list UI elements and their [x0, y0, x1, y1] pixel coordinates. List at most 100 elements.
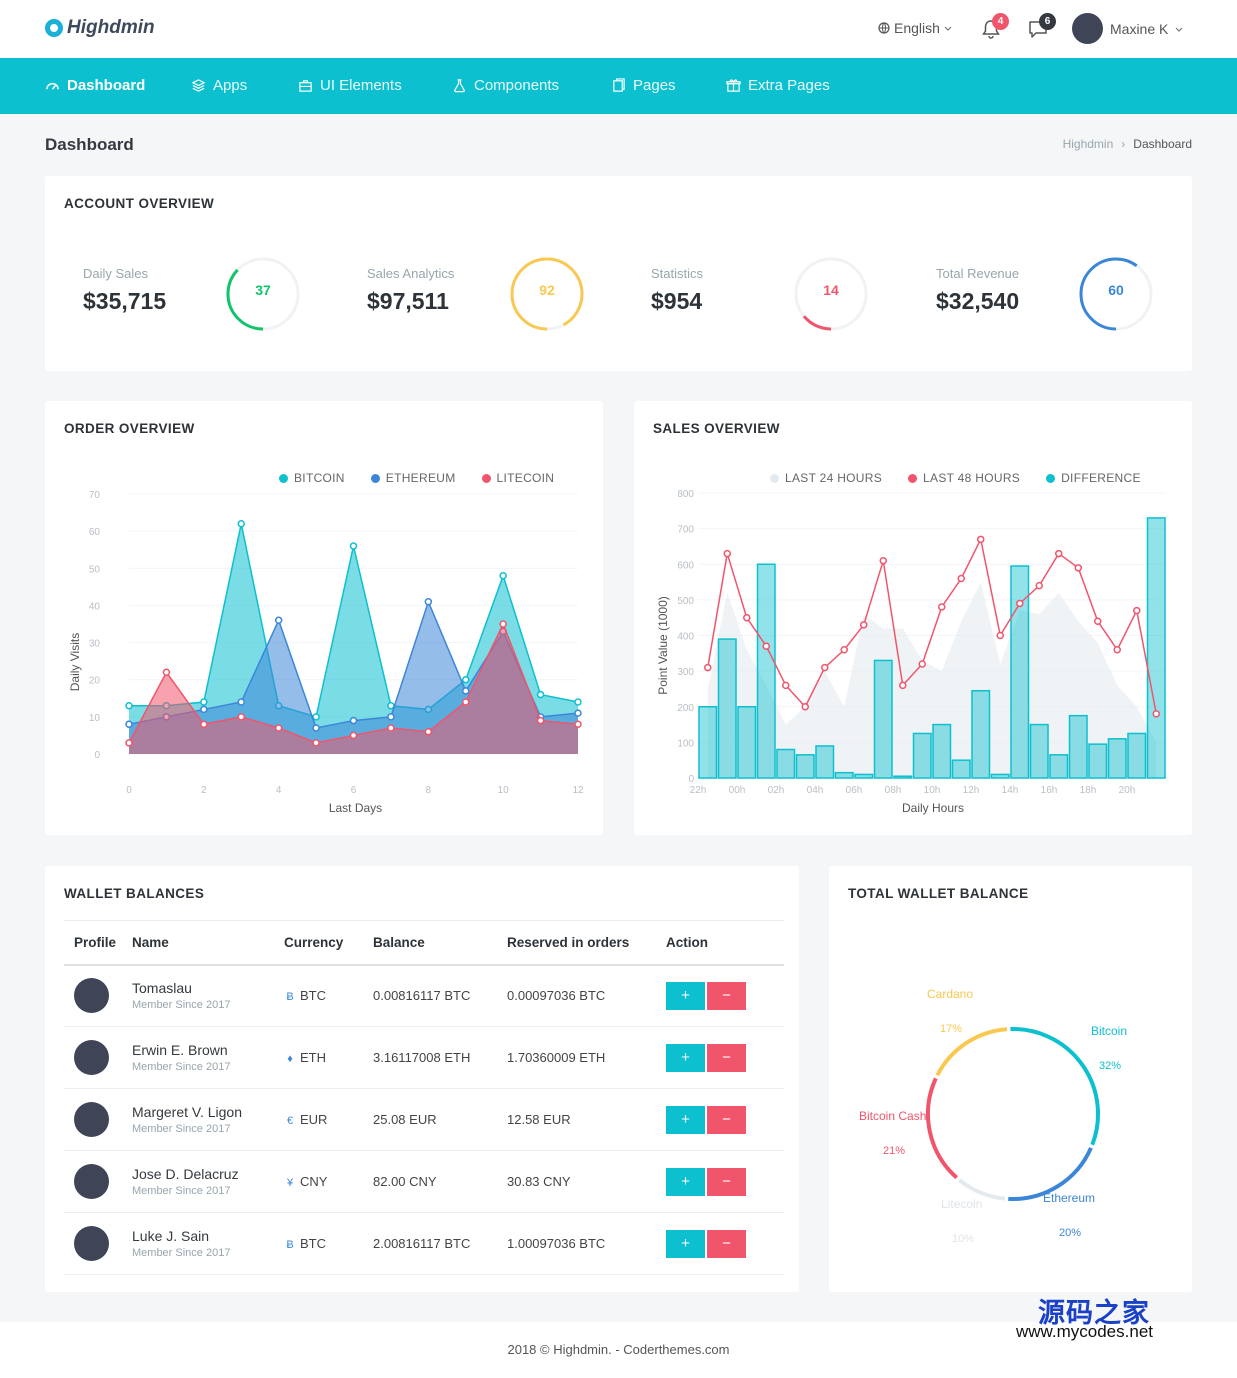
data-point[interactable] — [762, 642, 770, 650]
data-point[interactable] — [723, 549, 731, 558]
data-point[interactable] — [840, 646, 848, 654]
deposit-button[interactable]: + — [666, 1105, 705, 1134]
language-selector[interactable]: English — [878, 20, 952, 36]
bar-difference[interactable] — [776, 748, 796, 779]
data-point[interactable] — [1152, 710, 1160, 718]
withdraw-button[interactable]: − — [707, 1043, 746, 1072]
data-point[interactable] — [499, 571, 507, 580]
data-point[interactable] — [125, 720, 133, 729]
data-point[interactable] — [125, 739, 133, 747]
data-point[interactable] — [957, 574, 965, 583]
bar-difference[interactable] — [1029, 723, 1049, 779]
bar-difference[interactable] — [834, 771, 854, 779]
bar-difference[interactable] — [1107, 738, 1127, 779]
bar-difference[interactable] — [1068, 714, 1088, 779]
nav-extra-pages[interactable]: Extra Pages — [726, 77, 830, 94]
data-point[interactable] — [200, 698, 208, 706]
legend-item[interactable]: LAST 48 HOURS — [908, 471, 1020, 485]
bar-difference[interactable] — [698, 706, 718, 779]
legend-item[interactable]: DIFFERENCE — [1046, 471, 1141, 485]
data-point[interactable] — [1133, 606, 1141, 615]
deposit-button[interactable]: + — [666, 981, 705, 1010]
data-point[interactable] — [237, 519, 245, 528]
data-point[interactable] — [387, 713, 395, 721]
user-name[interactable]: Tomaslau — [132, 980, 192, 997]
data-point[interactable] — [462, 675, 470, 684]
data-point[interactable] — [424, 727, 433, 736]
data-point[interactable] — [237, 698, 245, 706]
data-point[interactable] — [1016, 599, 1024, 608]
data-point[interactable] — [349, 716, 358, 725]
bar-difference[interactable] — [1127, 732, 1147, 779]
data-point[interactable] — [312, 713, 320, 721]
legend-item[interactable]: LITECOIN — [481, 471, 555, 485]
pie-slice-cardano[interactable] — [935, 1027, 1008, 1077]
nav-pages[interactable]: Pages — [611, 77, 676, 94]
data-point[interactable] — [977, 535, 985, 544]
data-point[interactable] — [782, 681, 790, 690]
data-point[interactable] — [349, 731, 358, 740]
data-point[interactable] — [996, 631, 1004, 640]
legend-item[interactable]: BITCOIN — [279, 471, 345, 485]
user-name[interactable]: Jose D. Delacruz — [132, 1166, 239, 1182]
data-point[interactable] — [499, 620, 507, 628]
withdraw-button[interactable]: − — [707, 1105, 746, 1134]
nav-dashboard[interactable]: Dashboard — [45, 77, 145, 94]
data-point[interactable] — [801, 703, 809, 711]
data-point[interactable] — [349, 542, 358, 550]
bar-difference[interactable] — [971, 689, 991, 779]
avatar[interactable] — [74, 1164, 109, 1199]
data-point[interactable] — [237, 713, 245, 721]
user-name[interactable]: Margeret V. Ligon — [132, 1104, 242, 1120]
logo[interactable]: Highdmin — [45, 17, 155, 39]
data-point[interactable] — [536, 690, 545, 699]
data-point[interactable] — [899, 681, 907, 690]
bar-difference[interactable] — [893, 775, 913, 779]
nav-components[interactable]: Components — [452, 77, 559, 94]
data-point[interactable] — [200, 705, 208, 714]
data-point[interactable] — [1113, 646, 1121, 654]
pie-slice-litecoin[interactable] — [958, 1178, 1006, 1201]
data-point[interactable] — [1035, 581, 1043, 590]
bar-difference[interactable] — [912, 732, 932, 779]
avatar[interactable] — [74, 978, 109, 1014]
data-point[interactable] — [274, 616, 283, 625]
data-point[interactable] — [574, 720, 582, 729]
data-point[interactable] — [387, 701, 395, 710]
data-point[interactable] — [860, 621, 868, 629]
user-menu[interactable]: Maxine K — [1072, 13, 1183, 44]
withdraw-button[interactable]: − — [707, 1229, 746, 1258]
data-point[interactable] — [312, 724, 320, 732]
data-point[interactable] — [424, 597, 433, 606]
bar-difference[interactable] — [990, 773, 1010, 779]
data-point[interactable] — [387, 724, 395, 732]
data-point[interactable] — [462, 698, 470, 706]
bar-difference[interactable] — [873, 659, 893, 779]
data-point[interactable] — [879, 556, 887, 565]
data-point[interactable] — [704, 663, 712, 672]
bar-difference[interactable] — [737, 706, 757, 779]
data-point[interactable] — [162, 668, 171, 677]
deposit-button[interactable]: + — [666, 1167, 705, 1196]
breadcrumb-item[interactable]: Highdmin — [1062, 137, 1114, 151]
data-point[interactable] — [1055, 549, 1063, 558]
data-point[interactable] — [574, 698, 582, 706]
bar-difference[interactable] — [1146, 517, 1166, 779]
pie-slice-bitcoin[interactable] — [1010, 1027, 1100, 1146]
data-point[interactable] — [574, 709, 582, 717]
bar-difference[interactable] — [717, 638, 737, 779]
withdraw-button[interactable]: − — [707, 1167, 746, 1196]
bar-difference[interactable] — [1088, 743, 1108, 779]
legend-item[interactable]: LAST 24 HOURS — [770, 471, 882, 485]
messages-button[interactable]: 6 — [1027, 13, 1056, 42]
bar-difference[interactable] — [815, 745, 835, 779]
bar-difference[interactable] — [795, 754, 815, 779]
data-point[interactable] — [536, 716, 545, 725]
data-point[interactable] — [274, 724, 283, 732]
data-point[interactable] — [938, 603, 946, 611]
pie-slice-ethereum[interactable] — [1008, 1147, 1093, 1201]
user-name[interactable]: Luke J. Sain — [132, 1228, 210, 1244]
user-name[interactable]: Erwin E. Brown — [132, 1042, 228, 1058]
bar-difference[interactable] — [932, 723, 952, 779]
bar-difference[interactable] — [756, 563, 776, 779]
